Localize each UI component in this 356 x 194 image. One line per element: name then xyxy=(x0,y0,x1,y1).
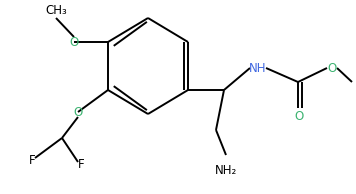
Text: O: O xyxy=(73,106,83,119)
Text: O: O xyxy=(328,61,337,74)
Text: NH₂: NH₂ xyxy=(215,164,237,177)
Text: CH₃: CH₃ xyxy=(45,4,67,17)
Text: O: O xyxy=(294,109,304,122)
Text: NH: NH xyxy=(249,61,267,74)
Text: F: F xyxy=(78,158,84,171)
Text: F: F xyxy=(29,153,35,166)
Text: O: O xyxy=(69,36,79,48)
